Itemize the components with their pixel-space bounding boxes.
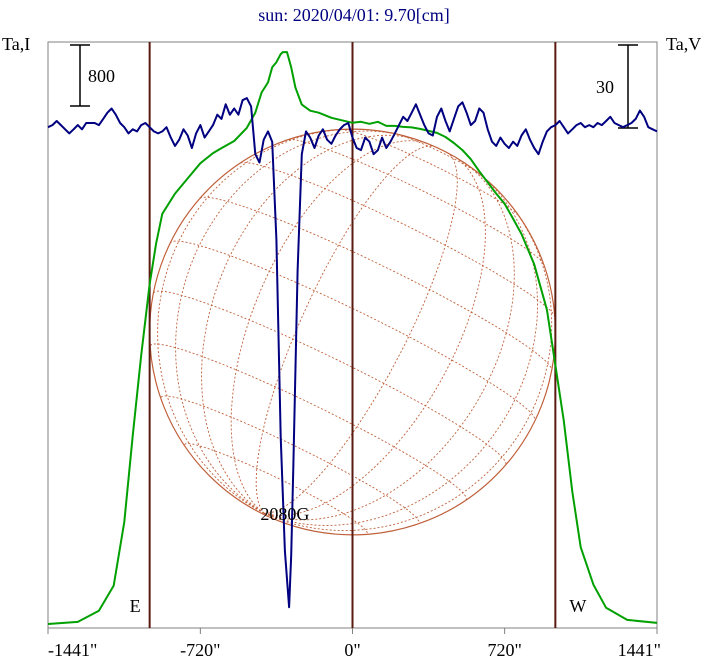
disk-longitude-line xyxy=(263,168,538,526)
active-region-label: 2080G xyxy=(260,504,309,524)
right-axis-label: Ta,V xyxy=(666,34,701,54)
scale-bar-left-label: 800 xyxy=(88,66,115,86)
disk-latitude-line xyxy=(150,343,467,500)
disk-longitude-line xyxy=(230,140,427,514)
disk-longitude-line xyxy=(201,134,421,514)
disk-longitude-line xyxy=(264,156,486,516)
disk-longitude-line xyxy=(263,160,515,521)
marker-label: W xyxy=(569,596,586,616)
scale-bar-right-label: 30 xyxy=(596,77,614,97)
disk-longitude-line xyxy=(264,153,458,514)
x-tick-label: 720" xyxy=(487,640,521,660)
disk-latitude-line xyxy=(153,290,507,465)
scale-bar-left: 800 xyxy=(70,44,115,107)
x-tick-label: -1441" xyxy=(48,640,97,660)
left-axis-label: Ta,I xyxy=(2,34,30,54)
x-axis: -1441" -720" 0" 720" 1441" xyxy=(47,628,661,660)
disk-longitude-line xyxy=(263,199,553,532)
disk-latitude-line xyxy=(199,196,553,370)
x-tick-label: 0" xyxy=(344,640,360,660)
disk-longitude-line xyxy=(157,128,363,514)
series-polarization xyxy=(47,97,658,609)
series-group xyxy=(47,51,658,625)
chart-title: sun: 2020/04/01: 9.70[cm] xyxy=(258,5,450,25)
disk-longitude-line xyxy=(175,130,408,514)
series-intensity xyxy=(47,51,658,625)
disk-longitude-line xyxy=(255,145,434,514)
marker-label: E xyxy=(130,596,141,616)
scale-bar-right: 30 xyxy=(596,44,638,129)
x-tick-label: 1441" xyxy=(618,640,661,660)
disk-latitude-line xyxy=(240,162,556,317)
disk-latitude-line xyxy=(288,139,544,265)
x-tick-label: -720" xyxy=(180,640,220,660)
